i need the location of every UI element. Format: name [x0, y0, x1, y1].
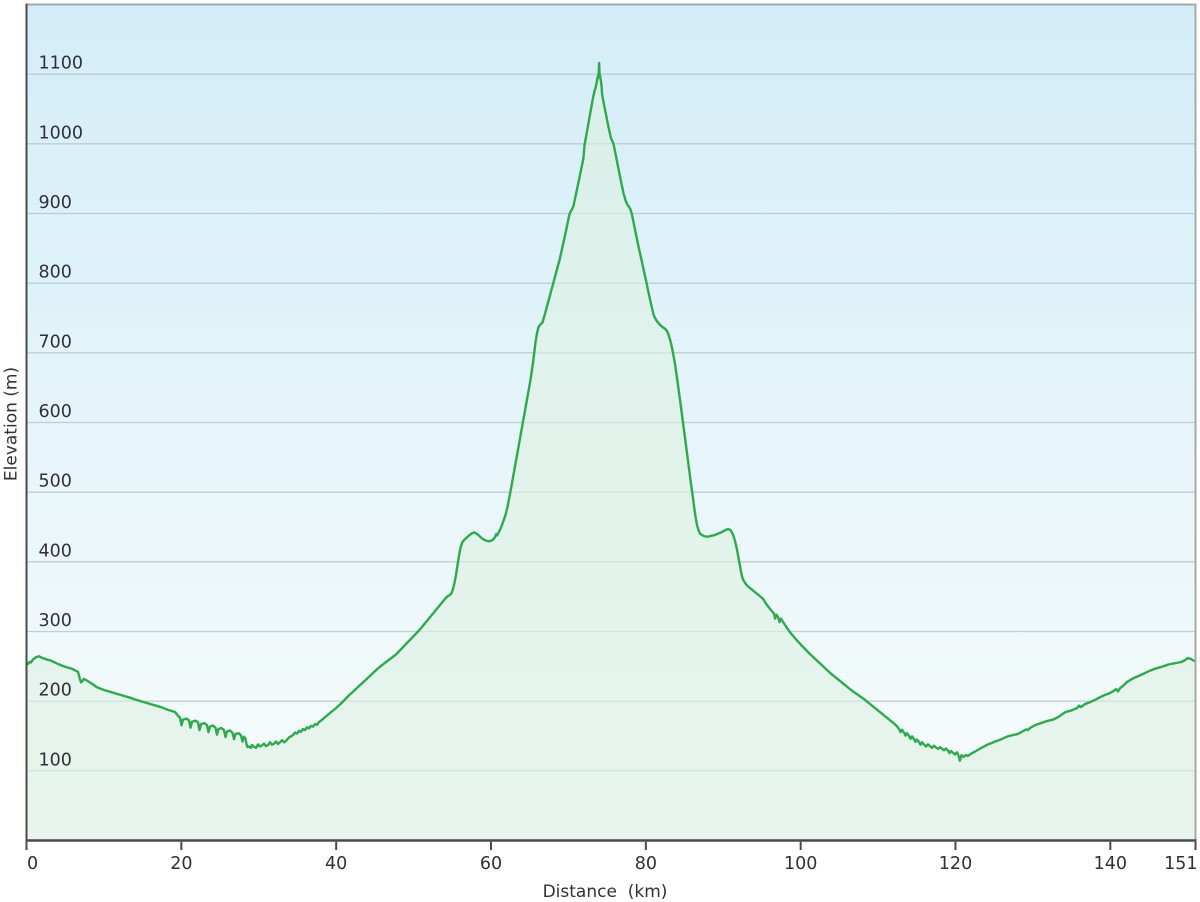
svg-text:80: 80: [635, 854, 657, 874]
svg-text:600: 600: [39, 402, 72, 422]
svg-text:1000: 1000: [39, 123, 84, 143]
elevation-line: [25, 61, 1197, 762]
svg-text:151: 151: [1164, 854, 1197, 874]
svg-text:20: 20: [170, 854, 192, 874]
svg-text:1100: 1100: [39, 54, 84, 74]
svg-text:40: 40: [325, 854, 347, 874]
svg-text:60: 60: [480, 854, 502, 874]
svg-text:800: 800: [39, 263, 72, 283]
plot-borders: [25, 3, 1197, 842]
svg-text:140: 140: [1094, 854, 1127, 874]
x-axis-labels: 0 20 40 60 80 100 120 140 151: [27, 854, 1198, 874]
svg-text:0: 0: [27, 854, 38, 874]
svg-text:400: 400: [39, 541, 72, 561]
svg-text:700: 700: [39, 332, 72, 352]
x-axis-ticks: [25, 841, 1197, 850]
svg-text:120: 120: [939, 854, 972, 874]
svg-text:500: 500: [39, 472, 72, 492]
svg-text:100: 100: [784, 854, 817, 874]
svg-text:100: 100: [39, 750, 72, 770]
svg-text:300: 300: [39, 611, 72, 631]
svg-text:200: 200: [39, 681, 72, 701]
x-axis-title: Distance (km): [542, 882, 668, 902]
y-axis-labels: 100 200 300 400 500 600 700 800 900 1000 1100: [39, 54, 84, 771]
elevation-area-fill: [26, 63, 1196, 841]
svg-text:900: 900: [39, 193, 72, 213]
